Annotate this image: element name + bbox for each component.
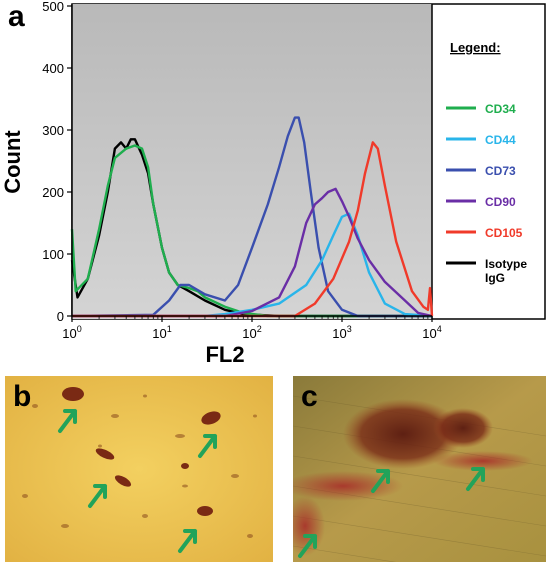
- legend-label: CD44: [485, 133, 516, 147]
- panel-label-b: b: [13, 380, 32, 413]
- series-line-isotype-igg: [70, 138, 432, 318]
- legend-label: Isotype IgG: [485, 257, 527, 285]
- y-tick-label: 400: [42, 61, 64, 76]
- y-axis-label: Count: [0, 130, 25, 194]
- x-tick-label: 103: [332, 324, 351, 341]
- y-tick-label: 200: [42, 185, 64, 200]
- legend-label: CD73: [485, 164, 516, 178]
- micrograph-c: c: [293, 376, 546, 562]
- y-tick-label: 100: [42, 247, 64, 262]
- x-tick-label: 102: [242, 324, 261, 341]
- x-axis-label: FL2: [205, 342, 244, 367]
- legend: CD34 CD44 CD73 CD90 CD105 Isotype IgG: [446, 102, 527, 285]
- x-tick-label: 100: [62, 324, 81, 341]
- legend-label: CD90: [485, 195, 516, 209]
- series-line-cd34: [70, 144, 432, 318]
- arrow-icons: [58, 409, 217, 553]
- legend-title: Legend:: [450, 40, 501, 55]
- micrograph-b: b: [5, 376, 273, 562]
- x-tick-label: 104: [422, 324, 441, 341]
- y-tick-label: 0: [57, 309, 64, 324]
- arrow-icons: [298, 467, 485, 558]
- panel-label-c: c: [301, 380, 318, 413]
- plot-area: [72, 4, 432, 319]
- series-line-cd73: [71, 116, 432, 318]
- series-line-cd44: [72, 212, 433, 318]
- series-line-cd105: [72, 141, 434, 318]
- legend-label: CD34: [485, 102, 516, 116]
- legend-label: CD105: [485, 226, 523, 240]
- y-tick-label: 500: [42, 0, 64, 14]
- series-line-cd90: [72, 187, 433, 318]
- x-tick-label: 101: [152, 324, 171, 341]
- panel-label-a: a: [8, 0, 25, 33]
- y-tick-label: 300: [42, 123, 64, 138]
- series-layer: [70, 116, 434, 318]
